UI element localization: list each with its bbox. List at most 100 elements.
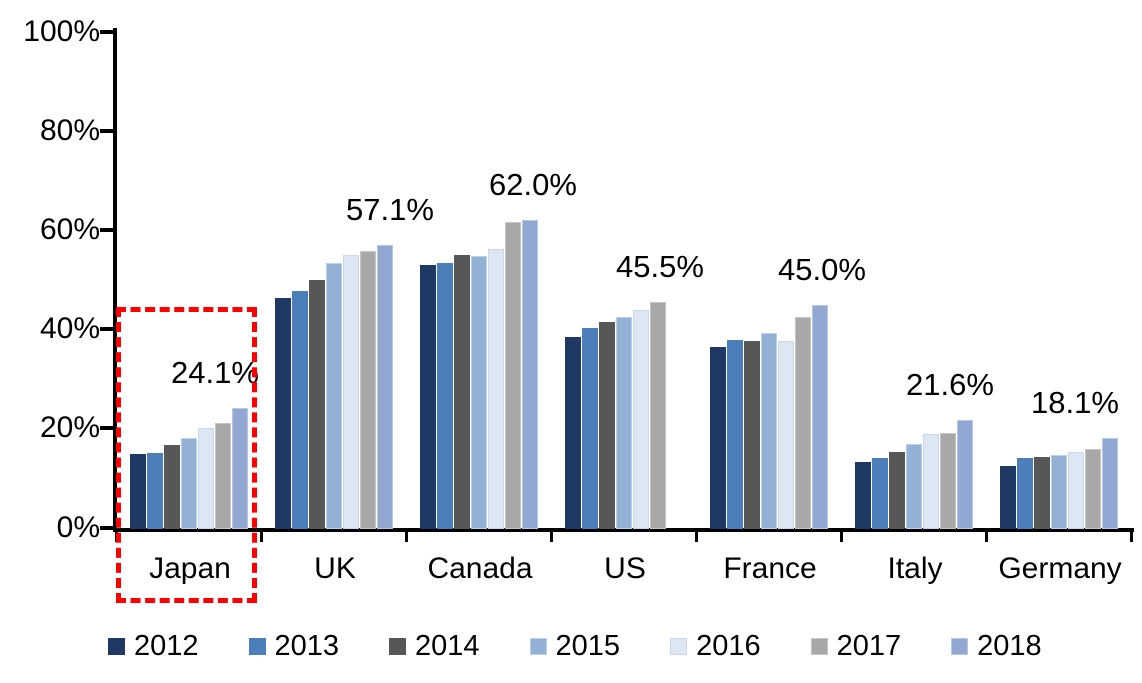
bar-italy-2018 <box>957 420 973 529</box>
bar-uk-2017 <box>360 251 376 529</box>
bar-us-2013 <box>582 328 598 529</box>
bar-france-2013 <box>727 340 743 529</box>
value-label-japan: 24.1% <box>171 355 259 390</box>
x-axis-line <box>113 528 1134 532</box>
bar-japan-2015 <box>181 438 197 529</box>
bar-canada-2018 <box>522 220 538 529</box>
y-axis-label: 0% <box>56 511 100 544</box>
legend-swatch-2013 <box>248 637 266 655</box>
bar-japan-2016 <box>198 428 214 529</box>
bar-france-2015 <box>761 333 777 529</box>
bar-germany-2015 <box>1051 455 1067 529</box>
bar-france-2017 <box>795 317 811 529</box>
y-axis-line <box>113 28 117 532</box>
bar-uk-2018 <box>377 245 393 529</box>
legend-item-2015: 2015 <box>529 629 621 663</box>
legend-item-2017: 2017 <box>810 629 902 663</box>
legend: 2012 2013 2014 2015 2016 2017 2018 <box>108 626 1042 666</box>
category-label-us: US <box>604 552 646 585</box>
bar-japan-2014 <box>164 445 180 529</box>
x-axis-tick <box>1130 528 1133 542</box>
legend-label: 2018 <box>977 630 1042 662</box>
bar-canada-2013 <box>437 263 453 529</box>
bar-italy-2016 <box>923 434 939 529</box>
bar-germany-2012 <box>1000 466 1016 529</box>
legend-label: 2017 <box>836 630 902 662</box>
bar-italy-2013 <box>872 458 888 529</box>
bar-uk-2013 <box>292 291 308 529</box>
bar-japan-2012 <box>130 454 146 529</box>
bar-uk-2016 <box>343 255 359 529</box>
bar-us-2016 <box>633 310 649 529</box>
highlight-box-japan <box>116 307 257 603</box>
value-label-uk: 57.1% <box>346 192 434 227</box>
bar-germany-2014 <box>1034 457 1050 529</box>
bar-uk-2015 <box>326 263 342 529</box>
y-axis-tick <box>100 30 114 34</box>
bar-us-2014 <box>599 322 615 529</box>
bar-germany-2018 <box>1102 438 1118 529</box>
legend-label: 2013 <box>274 630 340 662</box>
bar-france-2012 <box>710 347 726 529</box>
value-label-france: 45.0% <box>778 252 866 287</box>
bar-italy-2015 <box>906 444 922 529</box>
legend-label: 2014 <box>415 630 480 662</box>
legend-item-2014: 2014 <box>389 629 480 663</box>
bar-italy-2014 <box>889 452 905 529</box>
legend-item-2016: 2016 <box>670 629 761 663</box>
bar-italy-2012 <box>855 462 871 529</box>
value-label-italy: 21.6% <box>906 367 994 402</box>
bar-germany-2017 <box>1085 449 1101 529</box>
legend-swatch-2012 <box>108 637 125 655</box>
value-label-germany: 18.1% <box>1031 385 1119 420</box>
bar-canada-2014 <box>454 255 470 529</box>
y-axis-label: 20% <box>39 411 100 444</box>
y-axis-label: 100% <box>23 15 100 48</box>
category-label-canada: Canada <box>427 552 533 585</box>
y-axis-tick <box>100 129 114 133</box>
bar-france-2016 <box>778 341 794 529</box>
bar-france-2014 <box>744 341 760 529</box>
y-axis-tick <box>100 228 114 232</box>
category-label-japan: Japan <box>149 552 231 585</box>
y-axis-tick <box>100 526 114 530</box>
bar-canada-2012 <box>420 265 436 529</box>
bar-japan-2017 <box>215 423 231 529</box>
category-label-uk: UK <box>314 552 356 585</box>
y-axis-label: 80% <box>39 114 100 147</box>
y-axis-tick <box>100 327 114 331</box>
value-label-canada: 62.0% <box>489 167 577 202</box>
legend-swatch-2018 <box>951 637 969 655</box>
legend-label: 2015 <box>555 630 621 662</box>
category-label-italy: Italy <box>887 552 943 585</box>
x-axis-tick <box>550 528 553 542</box>
bar-japan-2013 <box>147 453 163 529</box>
x-axis-tick <box>985 528 988 542</box>
bar-germany-2016 <box>1068 452 1084 529</box>
value-label-us: 45.5% <box>616 249 704 284</box>
bar-japan-2018 <box>232 408 248 529</box>
y-axis-label: 40% <box>39 312 100 345</box>
legend-item-2013: 2013 <box>248 629 340 663</box>
legend-label: 2012 <box>134 630 199 662</box>
legend-item-2018: 2018 <box>951 629 1042 663</box>
bar-us-2017 <box>650 302 666 529</box>
legend-swatch-2015 <box>529 637 547 655</box>
category-label-france: France <box>723 552 817 585</box>
bar-canada-2017 <box>505 222 521 529</box>
bar-canada-2016 <box>488 249 504 529</box>
bar-germany-2013 <box>1017 458 1033 529</box>
x-axis-tick <box>260 528 263 542</box>
bar-uk-2012 <box>275 298 291 529</box>
bar-us-2012 <box>565 337 581 529</box>
bar-italy-2017 <box>940 433 956 529</box>
bar-uk-2014 <box>309 280 325 529</box>
y-axis-tick <box>100 426 114 430</box>
x-axis-tick <box>695 528 698 542</box>
legend-swatch-2016 <box>670 637 688 655</box>
category-label-germany: Germany <box>998 552 1122 585</box>
x-axis-tick <box>405 528 408 542</box>
y-axis-label: 60% <box>39 213 100 246</box>
bar-france-2018 <box>812 305 828 529</box>
